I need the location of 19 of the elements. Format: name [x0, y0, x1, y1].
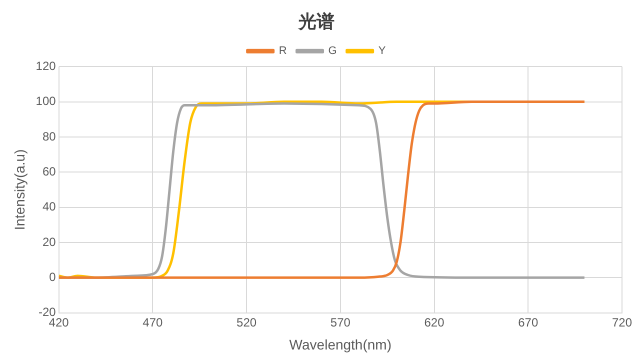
chart-title: 光谱: [298, 11, 334, 32]
y-axis-title: Intensity(a.u): [11, 149, 28, 230]
x-tick-label: 570: [330, 315, 351, 330]
y-tick-label: 40: [42, 200, 56, 214]
legend-label: R: [278, 45, 287, 58]
x-axis-title: Wavelength(nm): [289, 336, 392, 352]
y-tick-label: 0: [49, 270, 56, 284]
x-tick-label: 620: [424, 315, 445, 330]
x-tick-label: 520: [236, 315, 257, 330]
legend-label: G: [328, 45, 337, 58]
x-tick-label: 470: [142, 315, 164, 330]
legend-label: Y: [378, 45, 386, 58]
y-tick-label: 20: [42, 234, 56, 249]
y-tick-label: 60: [42, 164, 56, 178]
y-tick-label: 100: [36, 94, 56, 108]
x-tick-label: 720: [612, 315, 632, 330]
y-tick-label: 120: [36, 58, 56, 73]
y-tick-label: 80: [42, 129, 56, 144]
x-tick-label: 670: [518, 315, 538, 330]
